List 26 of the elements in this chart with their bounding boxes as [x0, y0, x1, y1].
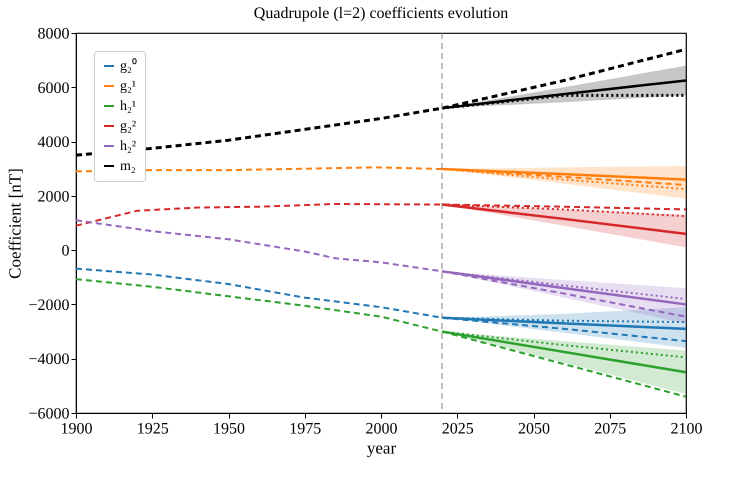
- y-tick-label: 4000: [38, 134, 70, 152]
- y-tick-label: −6000: [28, 406, 70, 422]
- legend-label: g₂²: [120, 119, 136, 134]
- x-tick-label: 2050: [518, 420, 550, 438]
- chart-title: Quadrupole (l=2) coefficients evolution: [254, 5, 508, 22]
- y-tick-label: −4000: [28, 351, 70, 368]
- x-tick-label: 2025: [442, 420, 474, 438]
- legend-label: h₂²: [120, 139, 136, 154]
- legend-label: m₂: [120, 159, 136, 174]
- y-tick-label: −2000: [28, 296, 70, 314]
- y-tick-label: 8000: [38, 26, 70, 42]
- x-tick-label: 1950: [213, 420, 245, 438]
- x-tick-label: 1975: [289, 420, 322, 438]
- x-tick-label: 1925: [136, 420, 169, 438]
- y-axis-title: Coefficient [nT]: [5, 168, 24, 279]
- y-tick-label: 2000: [38, 188, 70, 206]
- x-axis-title: year: [366, 438, 396, 458]
- x-tick-label: 1900: [60, 420, 92, 438]
- legend-label: g₂¹: [120, 79, 136, 94]
- legend-label: h₂¹: [120, 99, 136, 114]
- x-tick-label: 2075: [594, 420, 626, 438]
- x-tick-label: 2100: [670, 420, 702, 438]
- y-tick-label: 0: [62, 242, 70, 260]
- y-tick-label: 6000: [38, 80, 70, 97]
- legend-label: g₂⁰: [120, 58, 137, 74]
- x-tick-label: 2000: [366, 420, 398, 438]
